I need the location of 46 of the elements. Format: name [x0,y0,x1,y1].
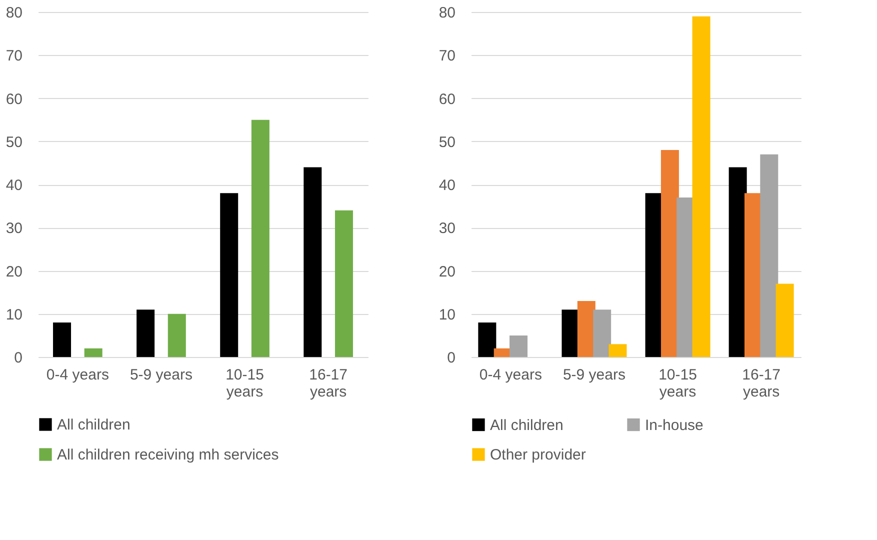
bar [776,284,794,357]
x-tick-label: 0-4 years [479,366,542,384]
x-tick-label: 10-15 years [226,366,264,400]
bar [84,348,102,357]
legend-label: All children [490,416,564,434]
y-tick-label: 20 [438,263,456,280]
y-tick-label: 10 [6,306,22,324]
x-tick-label: 5-9 years [562,366,626,384]
bar [608,344,627,357]
bar [760,154,778,357]
y-tick-label: 0 [447,350,456,366]
y-tick-label: 70 [6,48,22,65]
y-tick-label: 20 [6,263,22,280]
bar [53,322,72,357]
y-tick-label: 0 [14,350,22,366]
x-tick-label: 0-4 years [46,366,109,384]
y-tick-label: 60 [438,90,456,108]
bar [136,310,155,357]
y-tick-label: 50 [438,134,456,151]
x-tick-label: 10-15 years [658,366,697,400]
bar [304,167,322,357]
bar [593,310,612,357]
y-tick-label: 70 [438,48,456,65]
legend-label: Other provider [490,446,586,464]
x-tick-label: 16-17 years [309,366,348,400]
y-tick-label: 10 [438,306,456,324]
y-tick-label: 80 [6,4,22,22]
y-tick-label: 80 [438,4,456,22]
bar [334,210,353,357]
y-tick-label: 30 [6,220,22,238]
bar [692,16,710,357]
x-tick-label: 16-17 years [742,366,781,400]
bar [168,314,186,357]
legend-label: All children receiving mh services [57,446,279,464]
bar [220,193,238,357]
y-tick-label: 50 [6,134,22,151]
x-tick-label: 5-9 years [130,366,192,384]
bar [510,335,528,357]
y-tick-label: 40 [438,177,456,194]
bar [478,322,496,357]
y-tick-label: 40 [6,177,22,194]
legend-label: In-house [645,416,704,434]
y-tick-label: 60 [6,90,22,108]
legend-label: All children [57,416,130,434]
y-tick-label: 30 [438,220,456,238]
bar [251,120,270,357]
